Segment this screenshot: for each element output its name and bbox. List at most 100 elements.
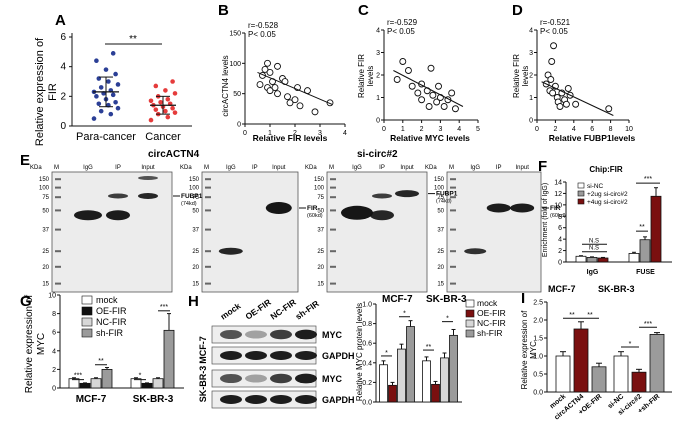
- panel-i-bar: [649, 333, 665, 393]
- blot-band: [372, 193, 392, 199]
- marker-band: [205, 209, 211, 212]
- panel-i-bar: [555, 355, 571, 393]
- panel-d-xtick-label: 0: [535, 126, 539, 133]
- panel-f-ytick-label: 0: [558, 260, 562, 267]
- para-cancer-point: [94, 94, 99, 99]
- panel-c-point: [418, 96, 426, 104]
- panel-i-title-skbr3: SK-BR-3: [598, 284, 635, 294]
- panel-h-blot-band: [295, 351, 317, 360]
- blot-protein-label: FIR: [307, 205, 318, 212]
- para-cancer-point: [110, 92, 116, 98]
- panel-b-ytick-label: 150: [229, 31, 241, 38]
- panel-h-legend-label: mock: [477, 298, 498, 308]
- panel-f-ytick-label: 14: [554, 180, 562, 187]
- panel-g-bar: [163, 329, 175, 389]
- panel-f-bar: [639, 239, 651, 263]
- blot-band: [106, 210, 130, 221]
- panel-c-xtick-label: 3: [438, 126, 442, 133]
- blot-lane-label: IgG: [83, 165, 93, 171]
- blot-protein-size: (60kd): [307, 213, 323, 219]
- para-cancer-point: [98, 85, 104, 90]
- panel-g-sig: ***: [74, 373, 82, 380]
- blot-band: [510, 203, 535, 213]
- panel-h-blot-band: [270, 329, 292, 340]
- panel-g-bar: [79, 382, 91, 389]
- panel-b-plot: 0 1 2 3 4 0 50 100 150: [229, 31, 347, 138]
- blot-protein-label: FUBP1: [436, 191, 458, 198]
- panel-f-ns: N.S: [589, 246, 599, 252]
- blot-mw-label: 100: [434, 186, 445, 192]
- panel-i-sig: ***: [644, 321, 652, 328]
- para-cancer-point: [115, 105, 121, 111]
- blot-mw-label: 25: [317, 249, 324, 255]
- marker-band: [55, 209, 61, 212]
- cancer-point: [172, 110, 178, 115]
- panel-a-ytick-label: 6: [60, 32, 66, 43]
- marker-band: [330, 186, 336, 189]
- panel-h-bar: [406, 326, 415, 403]
- panel-h-blot-band: [270, 373, 292, 384]
- panel-c-point: [435, 82, 442, 90]
- panel-h-blot-band: [295, 395, 317, 404]
- para-cancer-point: [106, 79, 111, 84]
- panel-h-blot-band: [245, 330, 267, 339]
- panel-g-xtick-label: SK-BR-3: [133, 394, 174, 405]
- panel-f-legend-swatch: [577, 198, 585, 205]
- panel-a-ylabel-2: FIR: [47, 83, 59, 101]
- panel-g-ytick-label: 10: [48, 293, 56, 300]
- panel-h-sig: *: [403, 311, 406, 318]
- panel-g-bar: [101, 368, 113, 389]
- panel-d-ylabel-1: Relative FIR: [512, 54, 521, 98]
- panel-c-point: [429, 91, 437, 99]
- panel-c-point: [425, 103, 433, 110]
- blot-mw-label: 37: [317, 228, 324, 234]
- blot-lane-label: IP: [496, 165, 502, 171]
- panel-h-bar: [379, 364, 388, 403]
- panel-d-point: [562, 100, 570, 108]
- panel-d-point: [548, 58, 556, 65]
- panel-f-ytick-label: 6: [558, 225, 562, 232]
- panel-h-ytick-label: 0.2: [362, 380, 372, 387]
- panel-e: E circACTN4 si-circ#2 KDa M IgG IP Input1501…: [20, 149, 566, 293]
- panel-i-bar: [631, 371, 647, 393]
- panel-a-ytick-label: 2: [60, 91, 66, 102]
- panel-a-ylabel-1: Relative expression of: [34, 37, 46, 146]
- blot-lane-label: Input: [272, 165, 286, 171]
- panel-h-legend-label: NC-FIR: [477, 318, 506, 328]
- panel-h-bar: [422, 360, 431, 403]
- panel-c-ytick-label: 2: [376, 73, 380, 80]
- panel-f-label: F: [538, 158, 547, 175]
- blot-mw-label: 15: [42, 282, 49, 288]
- panel-c-ytick-label: 1: [376, 95, 380, 102]
- panel-a-xtick-para: Para-cancer: [76, 131, 136, 143]
- blot-protein-size: (74kd): [181, 201, 197, 207]
- panel-f-legend-label: si-NC: [587, 183, 604, 190]
- blot-membrane: [51, 171, 173, 293]
- blot-mw-label: 100: [189, 186, 200, 192]
- panel-h-blot-band: [270, 351, 292, 360]
- panel-h-col-label: sh-FIR: [293, 298, 320, 321]
- panel-d-ytick-label: 1: [529, 95, 533, 102]
- blot-band: [108, 193, 128, 199]
- marker-band: [205, 282, 211, 285]
- panel-c-xtick-label: 1: [401, 126, 405, 133]
- panel-g-legend-label: mock: [96, 295, 118, 305]
- blot-lane-label: IP: [379, 165, 385, 171]
- blot-band: [138, 193, 158, 199]
- panel-b-fit-line: [257, 71, 333, 106]
- panel-b-xtick-label: 4: [343, 130, 347, 137]
- panel-h-title-mcf7: MCF-7: [382, 294, 413, 305]
- panel-i-ytick-label: 1.0: [533, 354, 543, 361]
- panel-b-point: [261, 65, 269, 73]
- panel-d-point: [556, 103, 564, 110]
- blot-band: [74, 210, 102, 221]
- blot-m: M: [204, 165, 209, 171]
- cancer-point: [153, 107, 159, 112]
- panel-h-bar: [397, 348, 406, 403]
- panel-d: D Relative FIR levels Relative FUBP1leve…: [512, 2, 635, 143]
- panel-d-point: [605, 105, 613, 113]
- blot-mw-label: 15: [437, 282, 444, 288]
- panel-i-ytick-label: 0.0: [533, 390, 543, 397]
- panel-b-xtick-label: 3: [318, 130, 322, 137]
- marker-band: [330, 282, 336, 285]
